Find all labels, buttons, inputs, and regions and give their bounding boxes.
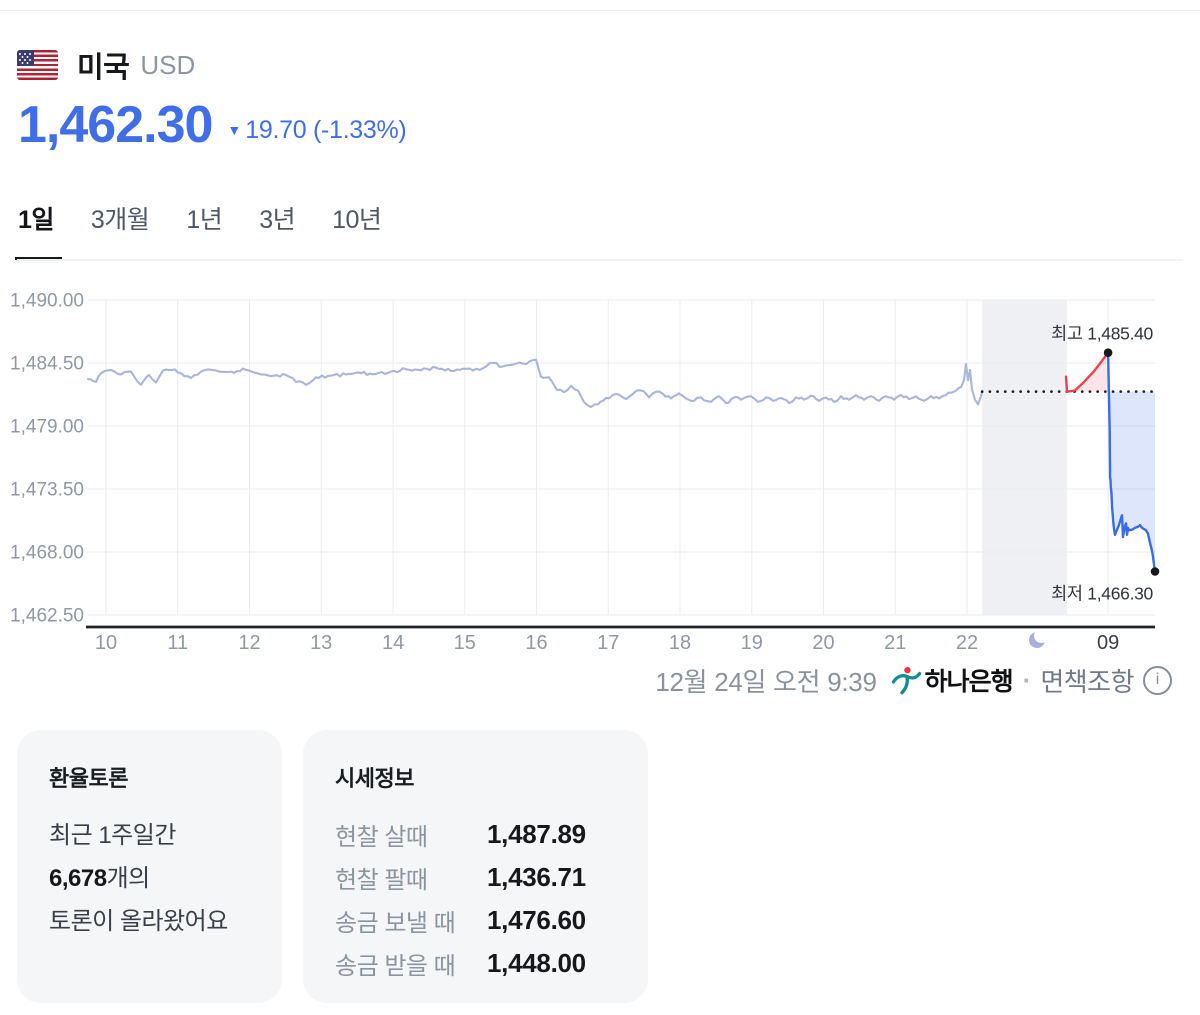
y-axis-label: 1,479.00 bbox=[10, 417, 84, 438]
morning-rise-line bbox=[1064, 351, 1110, 393]
quotes-card-title: 시세정보 bbox=[335, 766, 414, 791]
dot-separator: · bbox=[1022, 664, 1032, 695]
discussion-card[interactable]: 환율토론 최근 1주일간 6,678개의 토론이 올라왔어요 bbox=[17, 730, 282, 1003]
x-axis-label: 13 bbox=[310, 632, 332, 654]
quote-row-cash-sell: 현찰 팔때 1,436.71 bbox=[335, 856, 616, 899]
price-row: 1,462.30 ▼ 19.70 (-1.33%) bbox=[18, 96, 407, 154]
tabs-divider bbox=[17, 259, 1183, 261]
low-point-dot bbox=[1150, 567, 1160, 576]
x-axis-label: 22 bbox=[956, 632, 978, 654]
hana-bank-icon bbox=[891, 666, 921, 694]
x-axis-label: 20 bbox=[812, 632, 834, 654]
quote-label: 현찰 살때 bbox=[335, 824, 428, 851]
tab-1day[interactable]: 1일 bbox=[15, 200, 62, 260]
tab-3years[interactable]: 3년 bbox=[259, 206, 296, 234]
period-tabs: 1일 3개월 1년 3년 10년 bbox=[15, 200, 382, 260]
moon-icon bbox=[1029, 628, 1049, 648]
discussion-card-title: 환율토론 bbox=[49, 766, 128, 791]
exchange-chart[interactable]: 1,490.00 1,484.50 1,479.00 1,473.50 1,468.00… bbox=[0, 285, 1200, 665]
country-name: 미국 bbox=[77, 52, 130, 84]
exchange-chart-svg: 1,490.00 1,484.50 1,479.00 1,473.50 1,468.00… bbox=[10, 291, 1160, 654]
closed-session-band bbox=[982, 300, 1067, 615]
x-axis-label: 11 bbox=[167, 632, 188, 654]
y-axis-label: 1,490.00 bbox=[10, 291, 84, 312]
morning-drop-line bbox=[1106, 351, 1157, 573]
x-axis-label: 21 bbox=[884, 632, 906, 654]
quote-label: 송금 보낼 때 bbox=[335, 910, 456, 937]
quote-value: 1,487.89 bbox=[487, 819, 586, 849]
quote-row-cash-buy: 현찰 살때 1,487.89 bbox=[335, 813, 616, 856]
bank-name: 하나은행 bbox=[924, 668, 1014, 696]
high-annotation: 최고 1,485.40 bbox=[1051, 324, 1153, 344]
discussion-line3: 토론이 올라왔어요 bbox=[49, 908, 228, 935]
chart-timestamp: 12월 24일 오전 9:39 bbox=[655, 666, 877, 697]
quote-value: 1,476.60 bbox=[487, 905, 586, 935]
quote-label: 현찰 팔때 bbox=[335, 867, 428, 894]
y-axis-label: 1,468.00 bbox=[10, 543, 84, 564]
top-divider bbox=[0, 10, 1200, 11]
currency-header: 미국 USD bbox=[17, 44, 195, 86]
currency-code: USD bbox=[140, 49, 196, 80]
day-session-line bbox=[86, 358, 984, 409]
morning-drop-fill bbox=[1108, 352, 1155, 572]
x-axis-label: 14 bbox=[382, 632, 404, 654]
current-price: 1,462.30 bbox=[18, 96, 213, 154]
discussion-card-body: 최근 1주일간 6,678개의 토론이 올라왔어요 bbox=[49, 814, 250, 943]
hana-bank-logo: 하나은행 bbox=[891, 662, 1014, 698]
down-triangle-icon: ▼ bbox=[227, 122, 242, 139]
y-axis-label: 1,462.50 bbox=[10, 606, 84, 627]
quote-label: 송금 받을 때 bbox=[335, 953, 456, 980]
x-axis-label: 18 bbox=[669, 632, 691, 654]
chart-footer: 12월 24일 오전 9:39 하나은행 · 면책조항 i bbox=[655, 661, 1172, 699]
morning-rise-fill bbox=[1066, 352, 1109, 392]
quote-value: 1,448.00 bbox=[487, 948, 586, 978]
price-change: ▼ 19.70 (-1.33%) bbox=[227, 116, 406, 145]
x-axis-label: 16 bbox=[525, 632, 547, 654]
low-annotation: 최저 1,466.30 bbox=[1051, 584, 1153, 604]
quote-value: 1,436.71 bbox=[487, 862, 586, 892]
x-axis-label: 09 bbox=[1097, 632, 1119, 654]
discussion-line1: 최근 1주일간 bbox=[49, 822, 176, 849]
quote-row-receive: 송금 받을 때 1,448.00 bbox=[335, 942, 616, 985]
info-icon[interactable]: i bbox=[1143, 665, 1172, 695]
y-axis-label: 1,484.50 bbox=[10, 354, 84, 375]
x-axis-label: 15 bbox=[454, 632, 476, 654]
quote-rows: 현찰 살때 1,487.89 현찰 팔때 1,436.71 송금 보낼 때 1,… bbox=[335, 813, 616, 985]
quotes-card: 시세정보 현찰 살때 1,487.89 현찰 팔때 1,436.71 송금 보낼… bbox=[303, 730, 648, 1003]
price-change-text: 19.70 (-1.33%) bbox=[245, 115, 407, 144]
x-axis-label: 12 bbox=[238, 632, 260, 654]
x-axis-label: 10 bbox=[95, 632, 117, 654]
quote-row-send: 송금 보낼 때 1,476.60 bbox=[335, 899, 616, 942]
x-axis-label: 17 bbox=[597, 632, 619, 654]
y-axis-label: 1,473.50 bbox=[10, 480, 84, 501]
tab-3months[interactable]: 3개월 bbox=[90, 206, 150, 234]
discussion-count-suffix: 개의 bbox=[106, 865, 151, 892]
discussion-count: 6,678 bbox=[49, 865, 107, 892]
disclaimer-link[interactable]: 면책조항 bbox=[1040, 666, 1134, 697]
us-flag-icon bbox=[17, 50, 58, 80]
high-point-dot bbox=[1103, 348, 1113, 357]
x-axis-label: 19 bbox=[741, 632, 763, 654]
tab-1year[interactable]: 1년 bbox=[186, 206, 223, 234]
tab-10years[interactable]: 10년 bbox=[332, 206, 382, 234]
